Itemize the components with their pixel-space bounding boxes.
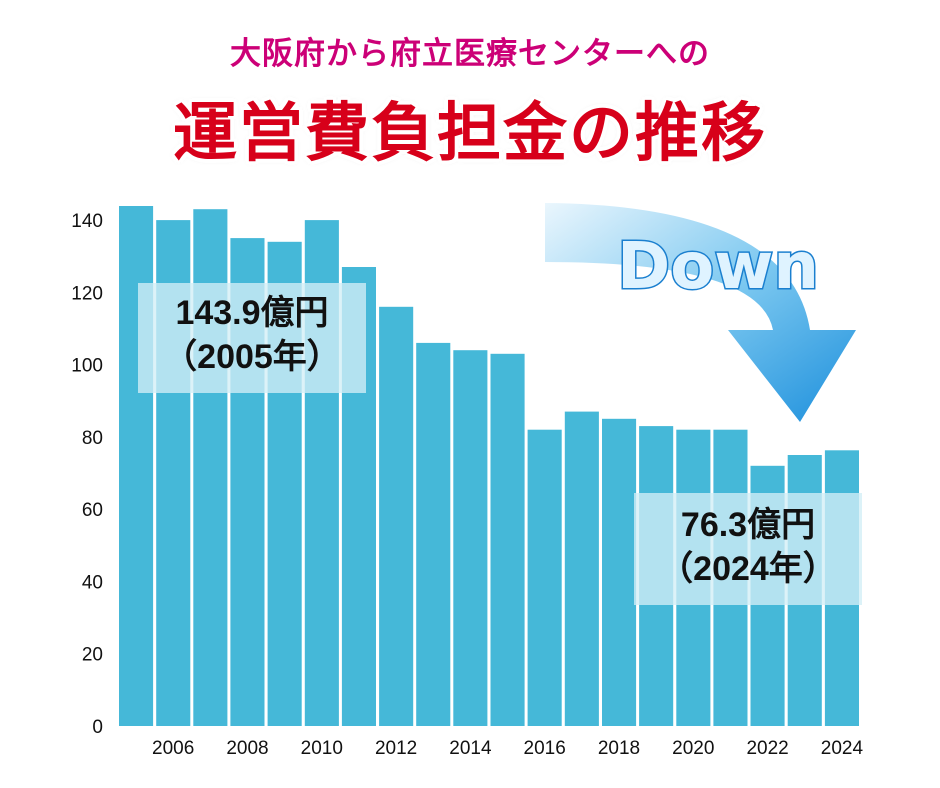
x-tick-label: 2020 xyxy=(672,738,714,759)
callout-2024: 76.3億円 （2024年） xyxy=(634,493,862,605)
x-tick-label: 2014 xyxy=(449,738,492,759)
bar-2015 xyxy=(490,353,525,726)
bar-2012 xyxy=(379,306,414,726)
x-tick-label: 2022 xyxy=(746,738,788,759)
x-tick-label: 2010 xyxy=(301,738,343,759)
callout-2005-value: 143.9億円 xyxy=(175,294,329,332)
y-tick-label: 100 xyxy=(71,356,103,377)
x-tick-label: 2018 xyxy=(598,738,640,759)
bar-2014 xyxy=(453,350,488,726)
y-tick-label: 40 xyxy=(82,572,103,593)
bar-2017 xyxy=(564,411,599,726)
x-tick-label: 2008 xyxy=(226,738,268,759)
y-tick-label: 20 xyxy=(82,645,103,666)
callout-2024-year: （2024年） xyxy=(659,550,837,588)
down-arrow xyxy=(545,203,856,422)
down-label: Down xyxy=(617,230,819,304)
y-tick-label: 80 xyxy=(82,428,103,449)
callout-2024-value: 76.3億円 xyxy=(680,506,816,544)
callout-2005-year: （2005年） xyxy=(163,338,341,376)
x-tick-label: 2024 xyxy=(821,738,864,759)
y-tick-label: 120 xyxy=(71,283,103,304)
x-tick-label: 2006 xyxy=(152,738,194,759)
callout-2005: 143.9億円 （2005年） xyxy=(138,283,366,393)
down-arrow-icon xyxy=(545,203,856,422)
bar-2016 xyxy=(527,429,562,726)
y-tick-label: 60 xyxy=(82,500,103,521)
bar-2013 xyxy=(416,342,451,726)
chart-subtitle: 大阪府から府立医療センターへの xyxy=(230,36,710,72)
x-tick-label: 2016 xyxy=(524,738,566,759)
y-tick-label: 140 xyxy=(71,211,103,232)
bar-2018 xyxy=(602,418,637,726)
y-tick-label: 0 xyxy=(92,717,103,738)
chart-title: 運営費負担金の推移 xyxy=(173,97,767,171)
x-tick-label: 2012 xyxy=(375,738,417,759)
